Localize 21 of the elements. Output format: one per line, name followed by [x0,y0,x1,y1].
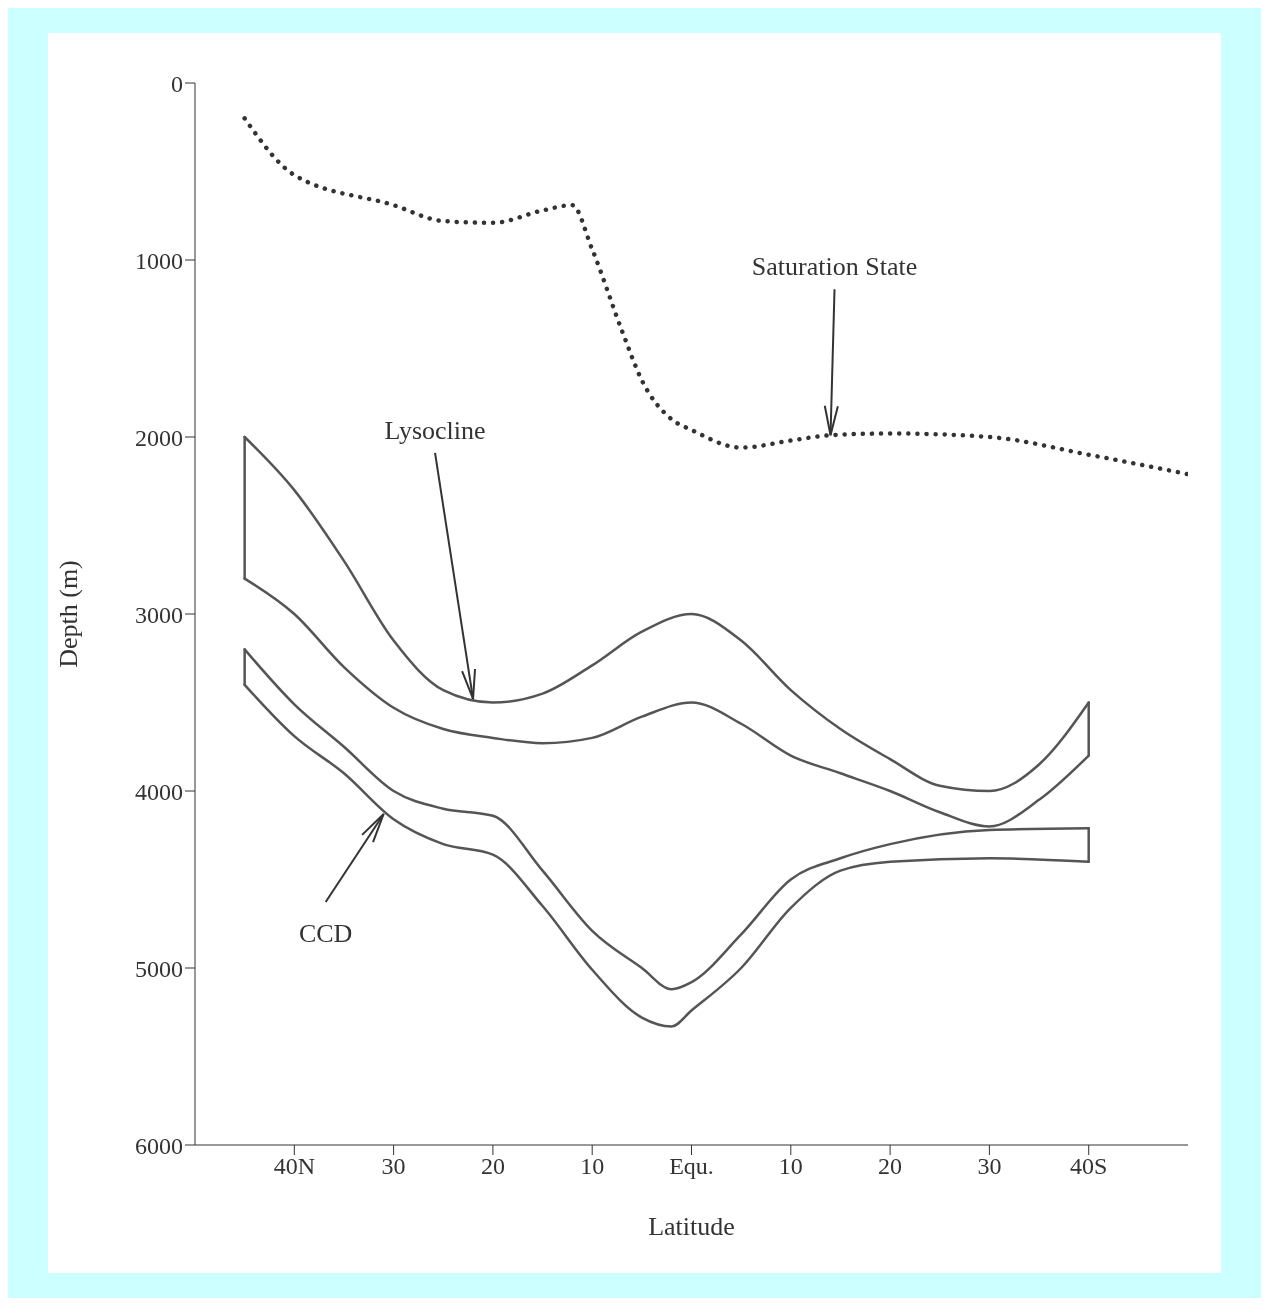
x-tick-label: 30 [381,1153,406,1180]
y-tick-label: 4000 [135,778,183,805]
x-axis-title: Latitude [648,1212,735,1241]
y-tick-label: 1000 [135,247,183,274]
y-tick-label: 2000 [135,424,183,451]
y-axis-title: Depth (m) [54,560,84,668]
x-tick-label: 40N [273,1153,315,1180]
annotation: CCD [298,919,353,949]
x-tick-label: 10 [580,1153,605,1180]
annotation: Lysocline [384,415,486,445]
annotation: Saturation State [751,252,918,282]
y-tick-label: 0 [171,70,183,97]
x-tick-label: 30 [977,1153,1002,1180]
y-tick-label: 3000 [135,601,183,628]
x-tick-label: Equ. [669,1153,714,1180]
x-tick-label: 40S [1070,1153,1108,1180]
x-tick-label: 20 [480,1153,505,1180]
x-tick-label: 20 [878,1153,903,1180]
x-tick-label: 10 [778,1153,803,1180]
y-tick-label: 5000 [135,955,183,982]
y-tick-label: 6000 [135,1132,183,1159]
